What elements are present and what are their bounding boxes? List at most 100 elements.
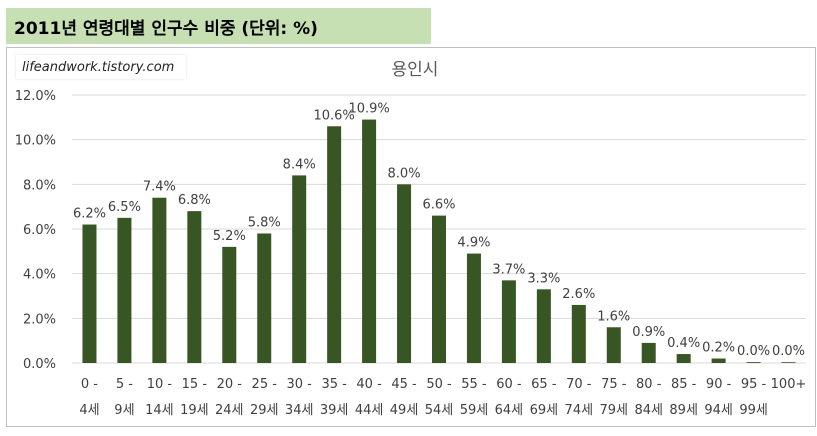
bar	[432, 215, 446, 363]
x-tick-label-line2: 94세	[704, 403, 733, 418]
x-tick-label-line2: 49세	[390, 403, 419, 418]
data-label: 8.0%	[388, 166, 421, 181]
x-tick-label-line2: 14세	[145, 403, 174, 418]
data-label: 2.6%	[562, 287, 595, 302]
bar	[187, 211, 202, 363]
data-label: 0.2%	[702, 341, 735, 356]
x-tick-label: 70 -	[566, 377, 592, 392]
x-tick-label-line2: 24세	[215, 403, 244, 418]
x-tick-label: 0 -	[81, 377, 98, 392]
data-label: 6.8%	[178, 193, 211, 208]
y-tick-label: 10.0%	[15, 134, 56, 149]
data-label: 3.3%	[527, 271, 560, 286]
bar	[641, 342, 656, 363]
x-tick-label: 75 -	[601, 377, 627, 392]
x-tick-label: 80 -	[636, 377, 662, 392]
data-label: 6.5%	[108, 200, 141, 215]
watermark: lifeandwork.tistory.com	[16, 55, 186, 79]
data-label: 8.4%	[283, 157, 316, 172]
bar	[397, 184, 412, 363]
bar	[711, 358, 726, 363]
x-tick-label: 15 -	[182, 377, 208, 392]
bar	[606, 327, 621, 363]
x-tick-label: 85 -	[671, 377, 697, 392]
x-tick-label-line2: 74세	[565, 403, 594, 418]
y-tick-label: 6.0%	[23, 223, 56, 238]
y-tick-label: 4.0%	[23, 268, 56, 283]
data-label: 0.0%	[772, 344, 805, 359]
bar	[746, 362, 761, 363]
x-axis: 0 - 4세 5 - 9세 10 - 14세 15 - 19세 20 - 24세 25 - 29세 30…	[79, 377, 806, 418]
data-label: 10.9%	[348, 102, 389, 117]
bar	[362, 119, 377, 363]
bar	[466, 253, 481, 363]
x-tick-label: 90 -	[706, 377, 732, 392]
header-box: 2011년 연령대별 인구수 비중 (단위: %)	[6, 8, 431, 44]
bar	[781, 362, 796, 363]
x-tick-label-line2: 84세	[634, 403, 663, 418]
x-tick-label: 65 -	[531, 377, 557, 392]
y-tick-label: 8.0%	[23, 178, 56, 193]
x-tick-label-line2: 44세	[355, 403, 384, 418]
x-tick-label: 35 -	[321, 377, 347, 392]
bar	[152, 197, 167, 363]
data-label: 3.7%	[492, 262, 525, 277]
x-tick-label-line2: 39세	[320, 403, 349, 418]
bar	[292, 175, 307, 363]
x-tick-label-line2: 9세	[114, 403, 134, 418]
data-label: 6.2%	[73, 207, 106, 222]
x-tick-label-line2: 99세	[739, 403, 768, 418]
bar	[82, 224, 97, 363]
x-tick-label: 45 -	[391, 377, 417, 392]
x-tick-label-line2: 69세	[530, 403, 559, 418]
x-tick-label-line2: 29세	[250, 403, 279, 418]
bars	[82, 119, 796, 364]
data-label: 10.6%	[313, 108, 354, 123]
y-axis: 0.0% 2.0% 4.0% 6.0% 8.0% 10.0% 12.0%	[15, 89, 56, 372]
y-tick-label: 0.0%	[23, 357, 56, 372]
x-tick-label: 30 -	[287, 377, 313, 392]
page-title: 2011년 연령대별 인구수 비중 (단위: %)	[14, 18, 318, 39]
data-labels: 6.2% 6.5%7.4%6.8% 5.2%5.8% 8.4% 10.6%10.9% 8.…	[73, 102, 805, 360]
x-tick-label-line2: 34세	[285, 403, 314, 418]
x-tick-label: 25 -	[252, 377, 278, 392]
x-tick-label: 40 -	[356, 377, 382, 392]
x-tick-label: 100+	[771, 377, 807, 392]
watermark-text: lifeandwork.tistory.com	[22, 59, 175, 75]
data-label: 6.6%	[422, 198, 455, 213]
data-label: 7.4%	[143, 180, 176, 195]
x-tick-label-line2: 19세	[180, 403, 209, 418]
data-label: 5.2%	[213, 229, 246, 244]
data-label: 5.8%	[248, 215, 281, 230]
x-tick-label: 95 -	[741, 377, 767, 392]
bar	[571, 304, 586, 363]
bar	[676, 354, 691, 363]
bar	[257, 233, 272, 363]
x-tick-label-line2: 4세	[79, 403, 99, 418]
x-tick-label: 20 -	[217, 377, 243, 392]
bar	[536, 289, 551, 363]
x-tick-label-line2: 79세	[600, 403, 629, 418]
bar	[222, 246, 237, 363]
x-tick-label-line2: 89세	[669, 403, 698, 418]
x-tick-label-line2: 64세	[495, 403, 524, 418]
data-label: 0.0%	[737, 344, 770, 359]
data-label: 0.9%	[632, 325, 665, 340]
x-tick-label-line2: 59세	[460, 403, 489, 418]
x-tick-label: 50 -	[426, 377, 452, 392]
data-label: 1.6%	[597, 309, 630, 324]
x-tick-label: 55 -	[461, 377, 487, 392]
y-tick-label: 12.0%	[15, 89, 56, 104]
bar	[501, 280, 516, 363]
x-tick-label: 60 -	[496, 377, 522, 392]
x-tick-label: 10 -	[147, 377, 173, 392]
chart-title: 용인시	[392, 60, 439, 80]
data-label: 4.9%	[457, 236, 490, 251]
bar	[117, 217, 132, 363]
bar	[327, 126, 342, 364]
y-tick-label: 2.0%	[23, 312, 56, 327]
data-label: 0.4%	[667, 336, 700, 351]
x-tick-label-line2: 54세	[425, 403, 454, 418]
x-tick-label: 5 -	[116, 377, 133, 392]
